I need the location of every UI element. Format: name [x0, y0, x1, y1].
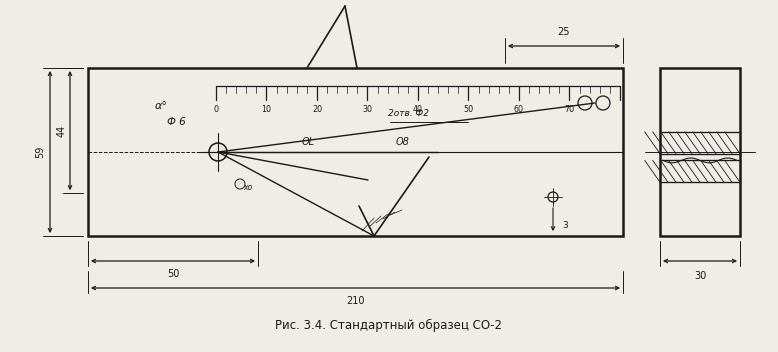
Text: Ф 6: Ф 6: [166, 117, 185, 127]
Text: ОL: ОL: [302, 137, 314, 147]
Bar: [660, 68, 740, 236]
Text: 0: 0: [213, 106, 219, 114]
Text: 10: 10: [261, 106, 272, 114]
Text: xo: xo: [244, 182, 253, 191]
Text: 50: 50: [464, 106, 474, 114]
Text: 30: 30: [363, 106, 373, 114]
Bar: [88, 68, 623, 236]
Text: 44: 44: [57, 125, 67, 137]
Text: 3: 3: [562, 220, 568, 230]
Text: 40: 40: [413, 106, 423, 114]
Text: 25: 25: [558, 27, 570, 37]
Text: 60: 60: [514, 106, 524, 114]
Text: 59: 59: [35, 146, 45, 158]
Text: α°: α°: [155, 101, 167, 111]
Text: Рис. 3.4. Стандартный образец СО-2: Рис. 3.4. Стандартный образец СО-2: [275, 319, 503, 332]
Bar: [660, 161, 740, 182]
Text: 20: 20: [312, 106, 322, 114]
Text: 50: 50: [166, 269, 179, 279]
Text: 30: 30: [694, 271, 706, 281]
Bar: [660, 132, 740, 154]
Text: 210: 210: [346, 296, 365, 306]
Text: 70: 70: [564, 106, 575, 114]
Text: О8: О8: [396, 137, 410, 147]
Text: 2отв. Ф2: 2отв. Ф2: [388, 109, 429, 119]
